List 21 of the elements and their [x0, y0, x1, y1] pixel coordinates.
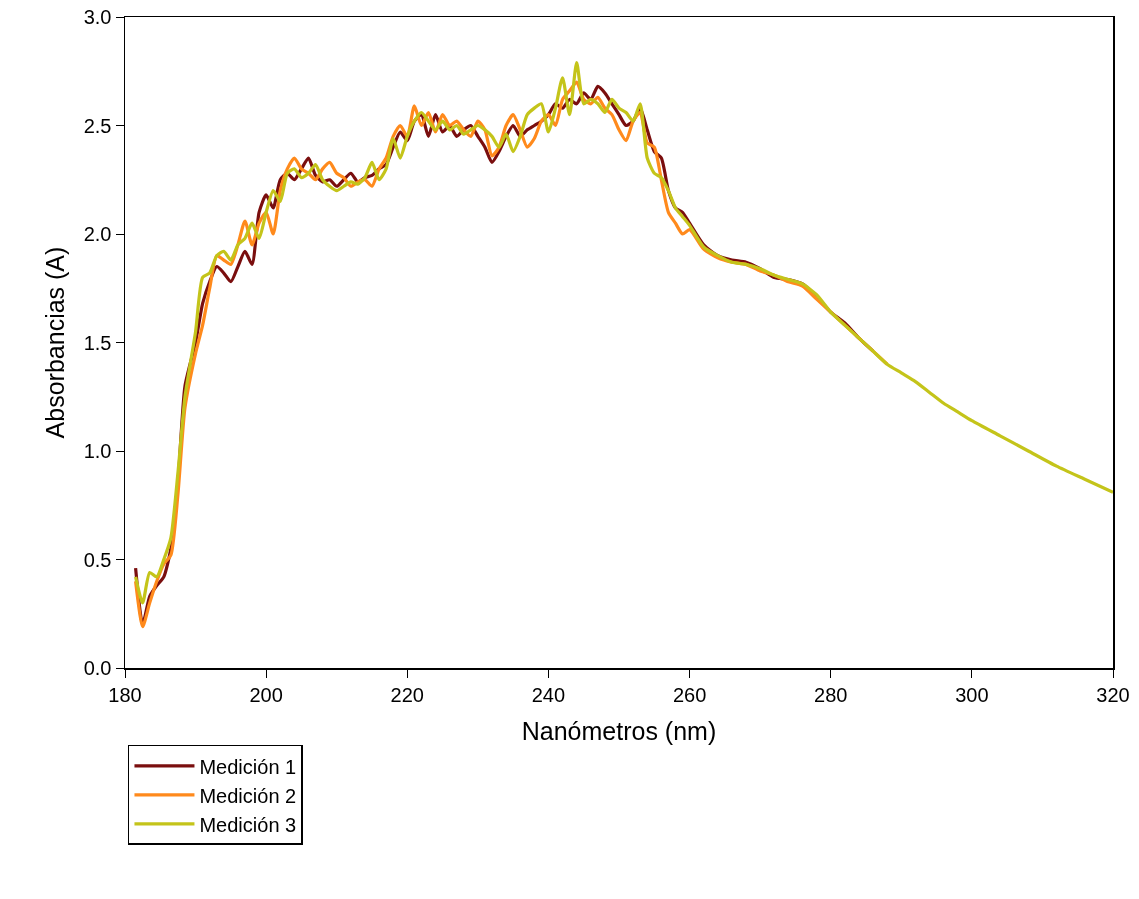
x-tick-label: 180: [108, 683, 142, 706]
y-tick-label: 2.0: [83, 223, 112, 245]
x-tick-label: 260: [672, 683, 707, 706]
line-series: [133, 60, 1113, 605]
y-tick-label: 0.0: [83, 657, 112, 679]
y-axis-title: Absorbancias (A): [40, 246, 69, 439]
x-axis-title: Nanómetros (nm): [521, 717, 717, 746]
legend-label: Medición 1: [199, 755, 297, 778]
legend-label: Medición 3: [199, 813, 297, 836]
y-tick-label: 1.0: [83, 440, 112, 462]
y-tick-label: 0.5: [83, 548, 112, 571]
y-tick-label: 2.5: [83, 114, 112, 137]
x-tick-label: 220: [390, 683, 424, 706]
y-tick-label: 1.5: [83, 331, 112, 354]
x-tick-label: 240: [531, 683, 566, 706]
x-tick-label: 200: [249, 683, 283, 706]
legend-label: Medición 2: [199, 784, 297, 807]
x-tick-label: 300: [955, 683, 989, 706]
x-tick-label: 280: [814, 683, 848, 706]
y-tick-label: 3.0: [83, 6, 112, 28]
x-tick-label: 320: [1096, 683, 1130, 706]
